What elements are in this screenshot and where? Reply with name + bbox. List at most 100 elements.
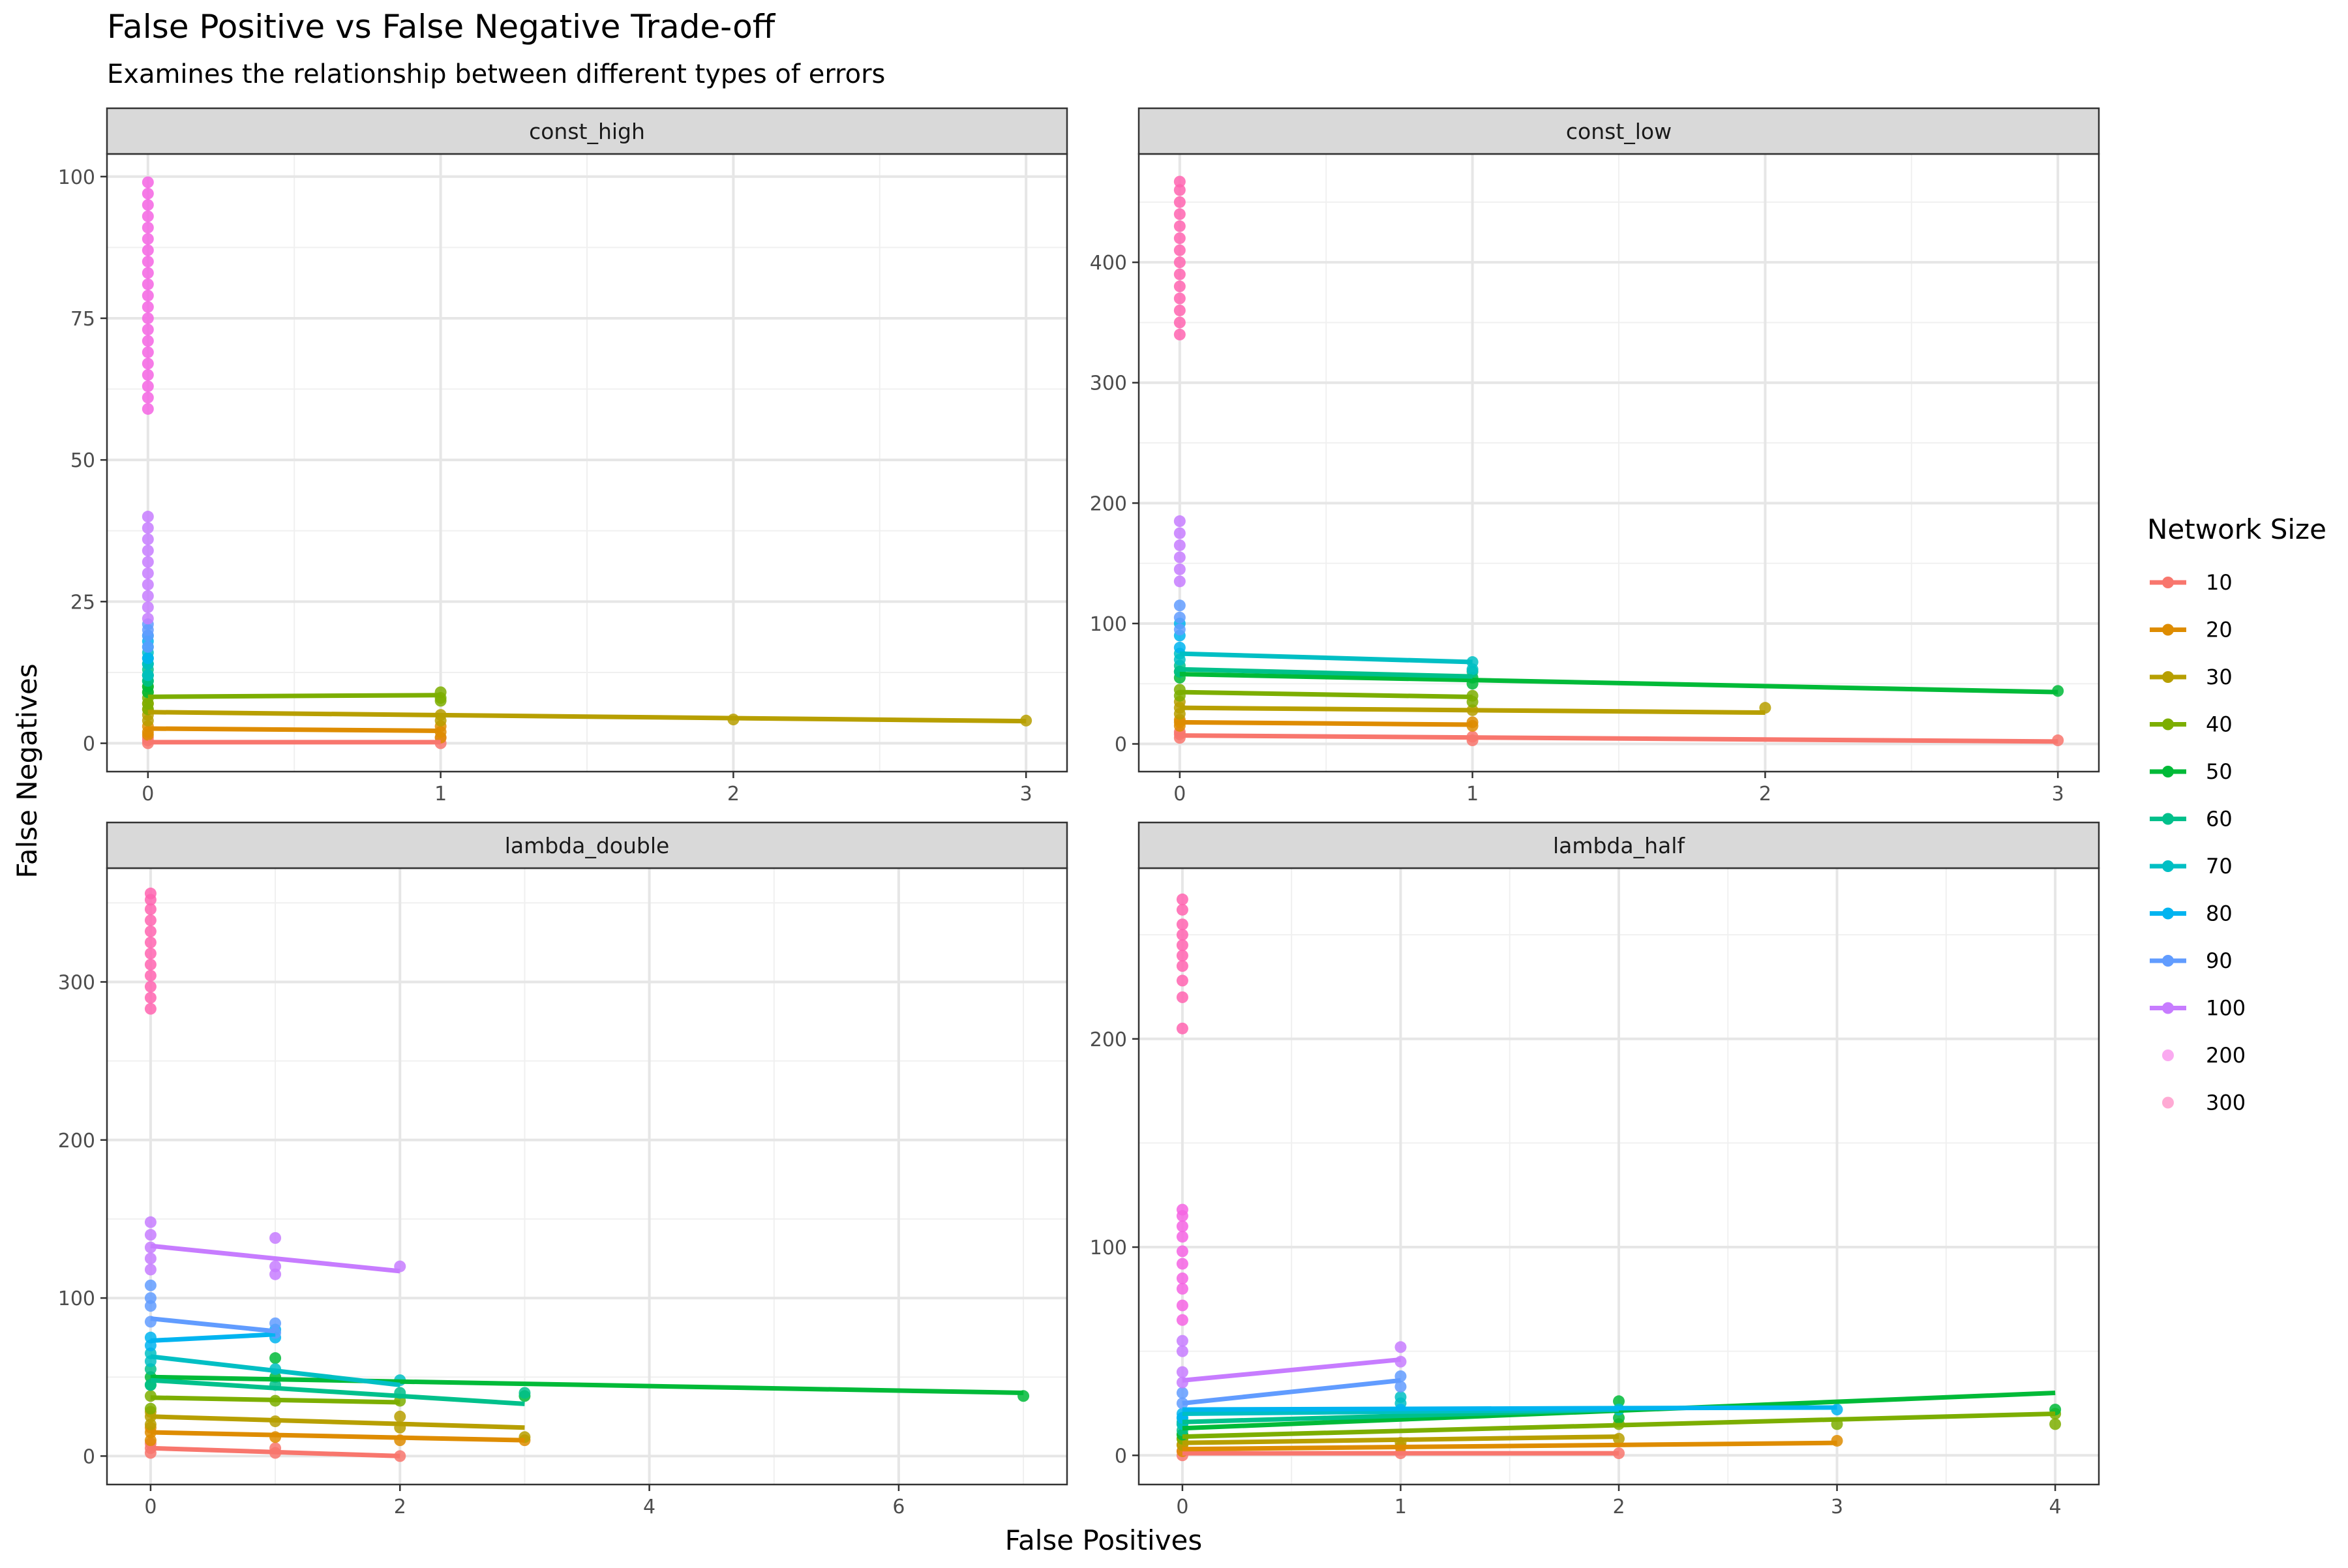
data-point-90	[144, 1279, 157, 1291]
data-point-100	[142, 511, 154, 523]
y-tick-label: 300	[1090, 372, 1127, 395]
data-point-200	[142, 233, 154, 245]
data-point-100	[269, 1260, 282, 1273]
fit-line-40	[1182, 1411, 2056, 1440]
legend-key-point	[2162, 577, 2174, 588]
data-point-70	[1394, 1391, 1407, 1403]
data-point-300	[1173, 268, 1186, 280]
data-point-100	[1394, 1341, 1407, 1353]
x-tick-label: 3	[1831, 1496, 1843, 1518]
data-point-300	[1173, 328, 1186, 340]
data-point-100	[1173, 563, 1186, 575]
legend-entry-20: 20	[2150, 618, 2233, 642]
data-point-100	[142, 590, 154, 602]
legend-label: 300	[2206, 1091, 2246, 1115]
data-point-300	[1176, 991, 1188, 1003]
data-point-200	[142, 176, 154, 188]
fit-line-80	[150, 1332, 276, 1343]
facet-strip	[1137, 107, 2100, 155]
legend-key-point	[2162, 860, 2174, 872]
y-tick-label: 75	[70, 308, 95, 331]
x-tick-label: 6	[892, 1496, 905, 1518]
y-axis-title: False Negatives	[11, 663, 43, 878]
y-tick-label: 200	[58, 1130, 95, 1153]
x-tick-label: 2	[394, 1496, 406, 1518]
legend-entry-70: 70	[2150, 854, 2233, 879]
data-point-300	[1176, 1022, 1188, 1034]
fit-line-30	[147, 710, 1027, 724]
fit-line-30	[150, 1414, 525, 1430]
x-tick-label: 2	[1759, 783, 1771, 806]
data-point-200	[142, 380, 154, 393]
data-point-60	[519, 1387, 531, 1399]
fit-line-50	[1179, 671, 2058, 695]
y-tick-label: 400	[1090, 252, 1127, 275]
data-point-200	[142, 335, 154, 347]
fit-line-40	[1179, 689, 1473, 700]
legend-entry-10: 10	[2150, 570, 2233, 595]
data-point-200	[142, 402, 154, 415]
data-point-300	[1173, 232, 1186, 245]
data-point-200	[142, 346, 154, 359]
legend-entry-50: 50	[2150, 759, 2233, 784]
fit-line-50	[150, 1374, 1024, 1395]
legend-key-point	[2162, 1049, 2174, 1061]
y-tick-label: 0	[83, 1445, 95, 1468]
data-point-50	[1613, 1411, 1625, 1424]
data-point-300	[1173, 256, 1186, 269]
legend-entry-300: 300	[2162, 1091, 2246, 1115]
y-tick-label: 100	[58, 1288, 95, 1310]
chart-subtitle: Examines the relationship between differ…	[107, 59, 885, 89]
data-point-300	[1176, 918, 1188, 931]
data-point-40	[434, 695, 447, 707]
data-point-100	[1176, 1334, 1188, 1347]
data-point-200	[1176, 1272, 1188, 1284]
panel-lambda_double: 0 2 4 6 0 100 200 300 lambda_double	[58, 821, 1068, 1518]
data-point-200	[1176, 1258, 1188, 1270]
legend-label: 50	[2206, 759, 2233, 784]
x-axis-title: False Positives	[1005, 1524, 1203, 1556]
y-tick-label: 200	[1090, 492, 1127, 515]
y-tick-label: 200	[1090, 1029, 1127, 1051]
x-tick-label: 0	[1176, 1496, 1188, 1518]
data-point-300	[1176, 903, 1188, 916]
fit-line-20	[147, 726, 441, 733]
legend-key-point	[2162, 955, 2174, 967]
data-point-300	[1173, 244, 1186, 256]
fit-line-20	[1179, 719, 1473, 727]
facet-strip-label: const_high	[529, 119, 645, 144]
legend-key-point	[2162, 1002, 2174, 1014]
panel-const_low: 0 1 2 3 0 100 200 300 400 const_low	[1090, 107, 2100, 806]
data-point-300	[1176, 950, 1188, 962]
data-point-300	[144, 903, 157, 915]
legend-entry-30: 30	[2150, 665, 2233, 689]
data-point-100	[1173, 527, 1186, 539]
data-point-90	[1173, 624, 1186, 636]
data-point-300	[1176, 939, 1188, 952]
x-tick-label: 1	[1394, 1496, 1407, 1518]
data-point-200	[1176, 1231, 1188, 1243]
data-point-30	[434, 714, 447, 727]
data-point-100	[1176, 1366, 1188, 1378]
legend-title: Network Size	[2147, 513, 2326, 545]
data-point-70	[142, 669, 154, 682]
data-point-300	[1176, 974, 1188, 987]
data-point-200	[142, 256, 154, 268]
data-point-300	[144, 1003, 157, 1015]
fit-line-70	[150, 1354, 400, 1387]
fit-line-60	[150, 1378, 525, 1406]
x-tick-label: 0	[144, 1496, 157, 1518]
data-point-100	[142, 567, 154, 579]
data-point-40	[2049, 1418, 2062, 1430]
data-point-100	[1176, 1345, 1188, 1357]
data-point-20	[142, 729, 154, 741]
facet-strip-label: const_low	[1566, 119, 1672, 144]
legend-key-point	[2162, 624, 2174, 636]
data-point-90	[1173, 611, 1186, 624]
y-tick-label: 25	[70, 591, 95, 614]
x-tick-label: 4	[643, 1496, 655, 1518]
data-point-200	[142, 199, 154, 211]
data-point-200	[142, 187, 154, 200]
